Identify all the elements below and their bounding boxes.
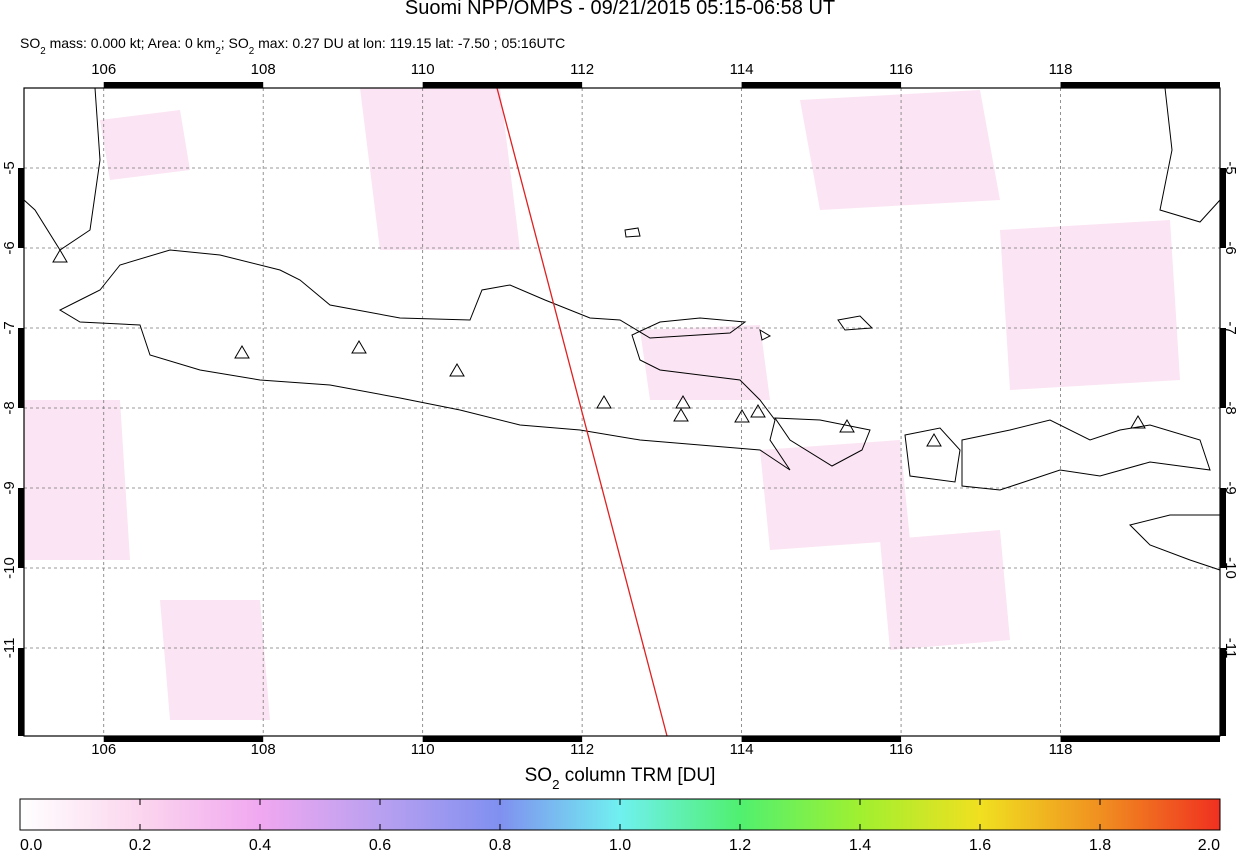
frame-bar — [18, 168, 24, 248]
x-tick-label: 118 — [1049, 741, 1073, 758]
colorbar-tick-label: 0.4 — [249, 837, 271, 854]
frame-bar — [422, 736, 583, 742]
text-part: SO — [20, 35, 40, 51]
text-part: mass: 0.000 kt; Area: 0 km — [46, 35, 216, 51]
colorbar-tick-label: 0.6 — [369, 837, 391, 854]
y-tick-label: -8 — [1, 401, 18, 414]
y-tick-label: -7 — [1222, 321, 1239, 334]
coastlines — [23, 87, 1221, 571]
y-tick-label: -5 — [1, 161, 18, 174]
y-tick-label: -9 — [1222, 481, 1239, 494]
x-tick-label: 112 — [570, 741, 594, 758]
title: Suomi NPP/OMPS - 09/21/2015 05:15-06:58 … — [405, 0, 835, 19]
orbit-track — [496, 87, 668, 737]
colorbar-tick-label: 1.0 — [609, 837, 631, 854]
colorbar-tick-label: 1.6 — [969, 837, 991, 854]
x-tick-label: 108 — [251, 741, 276, 758]
y-tick-label: -7 — [1, 321, 18, 334]
subtitle: SO2 mass: 0.000 kt; Area: 0 km2; SO2 max… — [20, 35, 565, 57]
frame-bar — [18, 488, 24, 568]
y-tick-label: -9 — [1, 481, 18, 494]
volcanoes — [52, 249, 1146, 447]
frame — [18, 82, 1226, 742]
x-tick-label: 110 — [411, 61, 435, 78]
x-tick-label: 106 — [91, 61, 116, 78]
text-part: max: 0.27 DU at lon: 119.15 lat: -7.50 ;… — [254, 35, 565, 51]
x-tick-label: 106 — [91, 741, 116, 758]
x-tick-label: 114 — [730, 741, 754, 758]
frame-bar — [1220, 648, 1226, 736]
y-tick-label: -10 — [1222, 557, 1239, 579]
text-part: SO — [525, 765, 552, 786]
colorbar-tick-label: 1.2 — [729, 837, 751, 854]
colorbar-tick-label: 1.8 — [1089, 837, 1111, 854]
y-tick-label: -6 — [1222, 241, 1239, 254]
map — [18, 82, 1226, 742]
subscript: 2 — [249, 46, 254, 57]
x-tick-label: 108 — [251, 61, 276, 78]
frame-bar — [741, 82, 902, 88]
frame-bar — [18, 648, 24, 736]
subscript: 2 — [215, 46, 220, 57]
x-tick-label: 114 — [730, 61, 754, 78]
frame-bar — [1060, 736, 1220, 742]
subscript: 2 — [40, 46, 45, 57]
colorbar-title: SO2 column TRM [DU] — [525, 765, 716, 792]
y-tick-label: -6 — [1, 241, 18, 254]
colorbar-tick-label: 2.0 — [1198, 837, 1220, 854]
y-tick-label: -11 — [1222, 638, 1239, 659]
x-tick-label: 116 — [889, 741, 913, 758]
frame-bar — [1220, 488, 1226, 568]
y-tick-label: -8 — [1222, 401, 1239, 414]
colorbar-tick-label: 0.0 — [20, 837, 42, 854]
y-tick-label: -10 — [1, 557, 18, 579]
text-part: column TRM [DU] — [559, 765, 715, 786]
colorbar-tick-label: 0.8 — [489, 837, 511, 854]
x-tick-label: 110 — [411, 741, 435, 758]
x-tick-label: 112 — [570, 61, 594, 78]
colorbar-tick-label: 1.4 — [849, 837, 871, 854]
x-tick-label: 116 — [889, 61, 913, 78]
frame-bar — [1060, 82, 1220, 88]
frame-bar — [18, 328, 24, 408]
frame-bar — [103, 82, 264, 88]
x-tick-label: 118 — [1049, 61, 1073, 78]
frame-bar — [1220, 168, 1226, 248]
frame-bar — [741, 736, 902, 742]
frame-bar — [422, 82, 583, 88]
colorbar-tick-label: 0.2 — [129, 837, 151, 854]
so2-patches — [24, 88, 1180, 720]
text-part: ; SO — [221, 35, 249, 51]
frame-bar — [1220, 328, 1226, 408]
y-tick-label: -5 — [1222, 161, 1239, 174]
grid — [24, 88, 1220, 736]
map-border — [23, 87, 1221, 737]
frame-bar — [103, 736, 264, 742]
subscript: 2 — [552, 777, 559, 792]
y-tick-label: -11 — [1, 638, 18, 659]
